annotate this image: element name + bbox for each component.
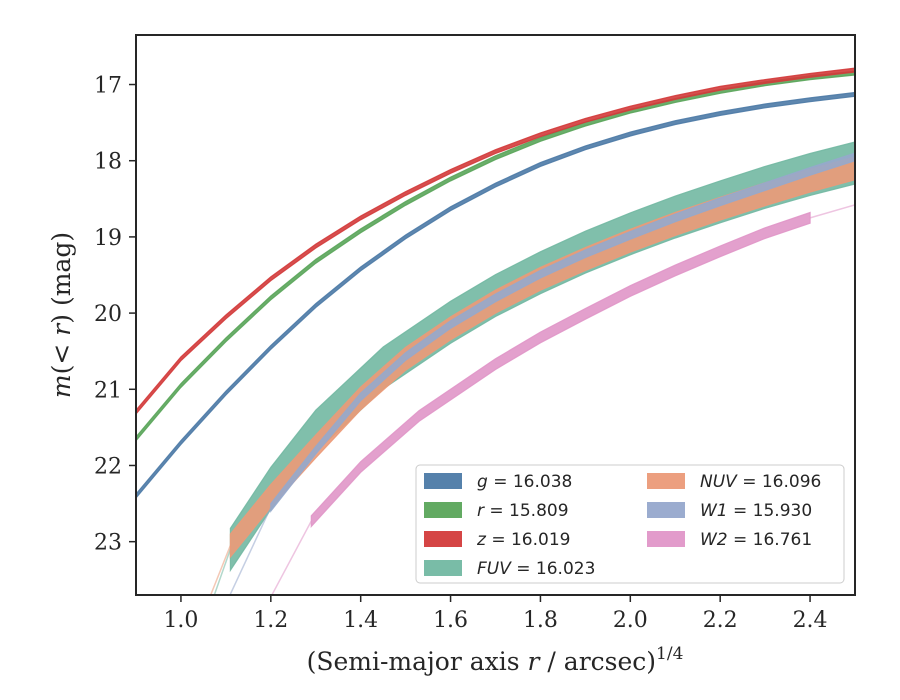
series-w2-extension	[271, 520, 312, 595]
legend-item-g: g = 16.038	[424, 472, 572, 492]
legend-label: W2 = 16.761	[700, 530, 812, 550]
legend-label: z = 16.019	[476, 530, 570, 550]
legend-label: FUV = 16.023	[477, 559, 595, 579]
series-g-extension	[136, 495, 137, 498]
series-r	[136, 70, 855, 442]
legend-item-r: r = 15.809	[424, 501, 569, 521]
series-w2-band	[310, 211, 811, 528]
series-nuv-extension	[209, 545, 232, 595]
legend-swatch	[424, 473, 462, 489]
legend-item-w2: W2 = 16.761	[647, 530, 812, 550]
series-g-band	[136, 91, 855, 499]
tick-layer: 1.0 1.2 1.4 1.6 1.8 2.0 2.2 2.4 17 18 19 20 21 22 23	[94, 74, 828, 633]
legend-swatch	[647, 531, 685, 547]
y-axis-title: m(< r) (mag)	[47, 232, 76, 398]
series-nuv-band	[229, 156, 855, 559]
legend-frame	[415, 464, 845, 584]
series-g	[136, 91, 855, 499]
legend-item-nuv: NUV = 16.096	[647, 472, 821, 492]
x-tick-label: 1.0	[163, 608, 198, 633]
series-w1-extension	[229, 507, 272, 595]
series-w1	[229, 152, 855, 595]
x-tick-label: 2.2	[703, 608, 738, 633]
series-w2	[271, 204, 855, 595]
series-w2-tail	[809, 204, 855, 219]
legend-label: r = 15.809	[477, 501, 569, 521]
y-tick-label: 17	[94, 74, 122, 99]
series-r-band	[136, 70, 855, 442]
legend: g = 16.038 r = 15.809 z = 16.019 FUV = 16.0…	[415, 464, 845, 584]
series-w1-band	[270, 152, 855, 513]
series-z	[136, 67, 855, 415]
x-tick-label: 2.0	[613, 608, 648, 633]
legend-swatch	[424, 502, 462, 518]
series-nuv	[209, 156, 855, 595]
legend-label: W1 = 15.930	[700, 501, 812, 521]
y-tick-label: 22	[94, 454, 122, 479]
series-layer	[136, 67, 855, 595]
y-tick-label: 21	[94, 378, 122, 403]
plot-frame	[135, 34, 856, 596]
legend-swatch	[647, 502, 685, 518]
legend-item-fuv: FUV = 16.023	[424, 559, 595, 579]
y-tick-label: 20	[94, 302, 122, 327]
legend-item-w1: W1 = 15.930	[647, 501, 812, 521]
x-tick-label: 1.8	[523, 608, 558, 633]
series-fuv-extension	[213, 549, 232, 595]
x-tick-label: 1.6	[433, 608, 468, 633]
legend-swatch	[647, 473, 685, 489]
legend-item-z: z = 16.019	[424, 530, 570, 550]
y-tick-label: 19	[94, 226, 122, 251]
legend-swatch	[424, 531, 462, 547]
x-tick-label: 1.2	[253, 608, 288, 633]
y-tick-label: 23	[94, 531, 122, 556]
y-tick-label: 18	[94, 150, 122, 175]
x-axis-title: (Semi-major axis r / arcsec)1/4	[307, 644, 684, 676]
legend-label: NUV = 16.096	[700, 472, 821, 492]
legend-label: g = 16.038	[477, 472, 572, 492]
x-tick-label: 1.4	[343, 608, 378, 633]
series-z-band	[136, 67, 855, 415]
x-tick-label: 2.4	[793, 608, 828, 633]
legend-swatch	[424, 560, 462, 576]
